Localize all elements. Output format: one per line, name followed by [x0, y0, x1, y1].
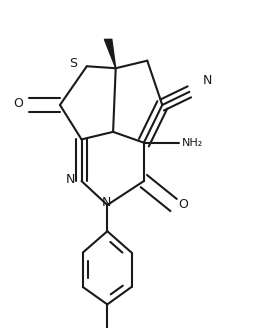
Text: O: O — [13, 97, 23, 110]
Text: N: N — [101, 196, 111, 209]
Text: N: N — [66, 173, 75, 186]
Text: N: N — [203, 74, 213, 87]
Polygon shape — [104, 39, 116, 68]
Text: O: O — [179, 197, 189, 211]
Text: NH₂: NH₂ — [181, 138, 203, 148]
Text: S: S — [69, 57, 77, 70]
